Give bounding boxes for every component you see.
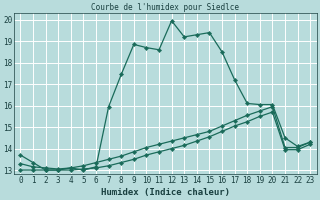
X-axis label: Humidex (Indice chaleur): Humidex (Indice chaleur) [101, 188, 230, 197]
Title: Courbe de l'humidex pour Siedlce: Courbe de l'humidex pour Siedlce [91, 3, 239, 12]
